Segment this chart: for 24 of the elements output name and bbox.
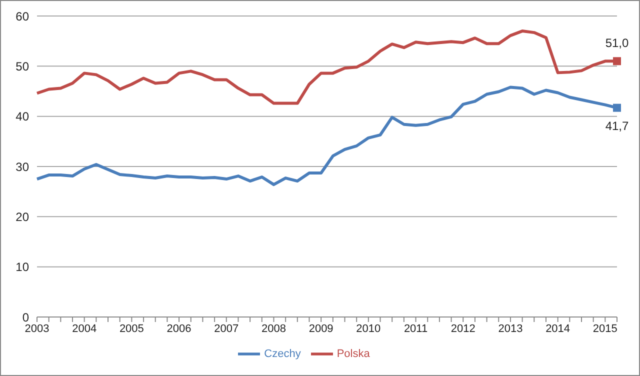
y-tick-label: 0	[22, 310, 30, 324]
x-tick-label: 2009	[308, 322, 334, 335]
data-label: 51,0	[605, 36, 629, 50]
x-tick-label: 2011	[404, 322, 428, 335]
x-tick-label: 2012	[450, 322, 476, 335]
data-label: 41,7	[605, 118, 629, 133]
x-tick-label: 2007	[214, 322, 239, 335]
y-tick-label: 10	[16, 260, 30, 274]
x-tick-label: 2008	[261, 322, 286, 335]
x-tick-label: 2003	[24, 322, 50, 335]
y-tick-label: 30	[16, 160, 30, 174]
x-tick-label: 2004	[72, 322, 97, 335]
x-tick-label: 2013	[498, 322, 523, 335]
legend-label: Polska	[336, 348, 370, 360]
x-tick-label: 2015	[592, 322, 618, 335]
y-tick-label: 20	[16, 210, 30, 224]
x-tick-label: 2014	[546, 322, 570, 335]
legend-label: Czechy	[264, 348, 301, 360]
x-tick-label: 2005	[119, 322, 144, 335]
y-tick-label: 60	[16, 9, 30, 24]
x-tick-label: 2006	[166, 322, 192, 335]
y-tick-label: 50	[16, 59, 30, 74]
y-tick-label: 40	[16, 110, 30, 124]
x-tick-label: 2010	[356, 322, 381, 335]
